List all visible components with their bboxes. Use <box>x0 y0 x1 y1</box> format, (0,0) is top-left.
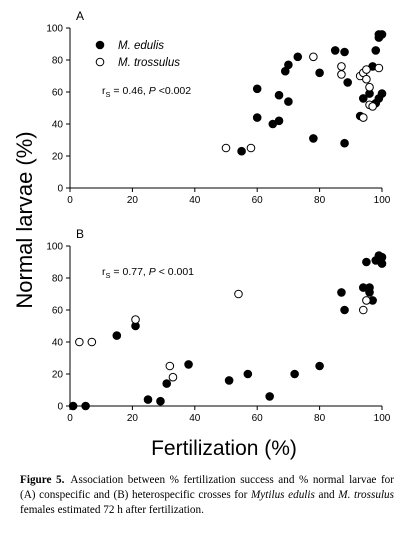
point-trossulus <box>362 296 371 305</box>
caption-text-2: and <box>314 489 339 501</box>
point-trossulus <box>358 113 368 122</box>
legend-label: M. edulis <box>118 40 164 52</box>
point-trossulus <box>168 372 178 382</box>
point-edulis <box>156 396 165 406</box>
y-tick-label: 0 <box>57 402 63 413</box>
y-tick-label: 40 <box>52 338 64 349</box>
point-trossulus <box>234 289 243 299</box>
legend-label: M. trossulus <box>118 57 180 69</box>
panel-b: 0 20 40 60 80 100 0 20 40 60 80 100 BrS = 0.77, P < … <box>46 227 390 424</box>
x-tick-label: 80 <box>314 195 326 206</box>
point-edulis <box>68 401 78 411</box>
point-edulis <box>243 369 253 379</box>
point-trossulus <box>337 62 346 71</box>
point-edulis <box>309 134 318 143</box>
point-trossulus <box>75 337 84 347</box>
x-tick-label: 0 <box>67 413 73 424</box>
y-tick-label: 100 <box>46 24 63 35</box>
point-edulis <box>274 90 284 100</box>
point-edulis <box>290 369 299 379</box>
x-tick-label: 60 <box>252 413 264 424</box>
point-trossulus <box>221 143 231 153</box>
x-tick-label: 20 <box>127 413 139 424</box>
y-tick-label: 40 <box>52 120 64 131</box>
point-edulis <box>293 52 303 62</box>
x-tick-label: 100 <box>374 413 391 424</box>
point-edulis <box>284 97 293 106</box>
point-edulis <box>284 60 293 70</box>
x-tick-label: 80 <box>314 413 326 424</box>
point-edulis <box>377 89 387 98</box>
point-trossulus <box>337 70 346 79</box>
point-edulis <box>337 288 346 297</box>
point-edulis <box>330 46 340 55</box>
caption-text-1: Association between % fertilization succ… <box>20 474 394 501</box>
figure-caption: Figure 5. Association between % fertiliza… <box>20 473 394 518</box>
y-tick-label: 60 <box>52 306 64 317</box>
y-tick-label: 100 <box>46 242 63 253</box>
point-trossulus <box>309 52 318 62</box>
point-edulis <box>340 138 349 148</box>
point-edulis <box>224 376 234 385</box>
point-trossulus <box>358 305 368 315</box>
caption-species-1: Mytilus edulis <box>250 489 315 501</box>
point-edulis <box>315 68 324 78</box>
caption-label: Figure 5. <box>20 474 65 486</box>
point-edulis <box>237 146 246 156</box>
point-edulis <box>362 257 371 267</box>
point-edulis <box>112 331 122 340</box>
statistic-annotation: rS = 0.46, P <0.002 <box>102 85 191 99</box>
panel-label: B <box>76 227 84 241</box>
x-tick-label: 40 <box>189 195 201 206</box>
point-trossulus <box>365 82 374 92</box>
point-edulis <box>265 392 274 401</box>
x-tick-label: 40 <box>189 413 201 424</box>
point-edulis <box>340 47 349 57</box>
point-edulis <box>274 116 284 126</box>
point-trossulus <box>131 315 140 324</box>
point-trossulus <box>362 65 371 74</box>
statistic-annotation: rS = 0.77, P < 0.001 <box>102 266 194 280</box>
point-trossulus <box>362 74 371 84</box>
point-edulis <box>343 78 352 87</box>
point-edulis <box>358 94 368 103</box>
point-edulis <box>81 401 90 411</box>
point-trossulus <box>165 361 175 371</box>
point-edulis <box>377 30 387 39</box>
x-tick-label: 100 <box>374 195 391 206</box>
point-edulis <box>365 288 374 297</box>
x-axis-label: Fertilization (%) <box>151 437 297 460</box>
caption-species-2: M. trossulus <box>338 489 394 501</box>
y-tick-label: 0 <box>57 184 63 195</box>
caption-text-3: females estimated 72 h after fertilizati… <box>20 504 204 516</box>
y-tick-label: 60 <box>52 88 64 99</box>
point-trossulus <box>246 143 256 153</box>
legend-marker-trossulus <box>95 57 105 67</box>
x-tick-label: 20 <box>127 195 139 206</box>
point-edulis <box>371 46 381 55</box>
y-tick-label: 20 <box>52 370 64 381</box>
panel-label: A <box>76 9 84 23</box>
y-tick-label: 80 <box>52 56 64 67</box>
point-edulis <box>143 395 153 404</box>
point-trossulus <box>374 63 384 73</box>
legend-marker-edulis <box>95 40 105 50</box>
point-trossulus <box>368 102 377 111</box>
point-edulis <box>340 305 349 315</box>
point-edulis <box>315 361 324 371</box>
point-edulis <box>184 360 193 369</box>
point-edulis <box>377 259 387 268</box>
point-edulis <box>162 379 172 388</box>
y-axis-label: Normal larvae (%) <box>12 131 37 308</box>
point-edulis <box>252 84 262 94</box>
x-tick-label: 0 <box>67 195 73 206</box>
y-tick-label: 20 <box>52 152 64 163</box>
panel-a: 0 20 40 60 80 100 0 20 40 60 80 100 ArS = 0.46, P <0… <box>46 9 390 206</box>
point-edulis <box>252 113 262 122</box>
x-tick-label: 60 <box>252 195 264 206</box>
y-tick-label: 80 <box>52 274 64 285</box>
point-trossulus <box>87 337 97 347</box>
